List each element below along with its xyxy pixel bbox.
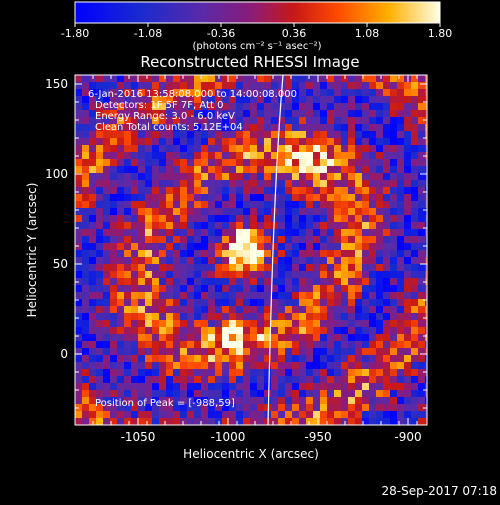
- annotation-energy-range: Energy Range: 3.0 - 6.0 keV: [95, 111, 235, 122]
- solar-limb-line: [267, 74, 284, 426]
- colorbar-tick-label: -0.36: [207, 27, 235, 40]
- colorbar-tick-label: -1.08: [134, 27, 162, 40]
- axis-ticks: [75, 75, 427, 425]
- x-tick-label: -1000: [211, 430, 246, 444]
- x-tick-label: -900: [394, 430, 421, 444]
- annotation-time-range: 6-Jan-2016 13:58:08.000 to 14:00:08.000: [88, 89, 297, 100]
- plot-frame: [74, 74, 428, 426]
- y-tick-label: 50: [53, 257, 68, 271]
- y-tick-label: 100: [45, 167, 68, 181]
- x-tick-label: -1050: [121, 430, 156, 444]
- x-axis-label: Heliocentric X (arcsec): [183, 447, 319, 461]
- y-tick-label: 0: [60, 347, 68, 361]
- colorbar-units-label: (photons cm⁻² s⁻¹ asec⁻²): [192, 41, 321, 52]
- annotation-detectors: Detectors: 1F 5F 7F, Att 0: [95, 100, 223, 111]
- colorbar-tick-label: 1.08: [355, 27, 380, 40]
- plot-timestamp: 28-Sep-2017 07:18: [382, 484, 497, 498]
- annotation-clean-counts: Clean Total counts: 5.12E+04: [95, 122, 243, 133]
- image-annotations: 6-Jan-2016 13:58:08.000 to 14:00:08.000 …: [88, 89, 297, 409]
- x-tick-label: -950: [304, 430, 331, 444]
- image-title: Reconstructed RHESSI Image: [140, 53, 359, 71]
- colorbar-tick-label: 1.80: [428, 27, 453, 40]
- y-axis-label: Heliocentric Y (arcsec): [25, 183, 39, 318]
- colorbar-gradient: [74, 1, 441, 24]
- y-tick-label: 150: [45, 77, 68, 91]
- peak-position-label: Position of Peak = [-988,59]: [95, 398, 235, 409]
- colorbar-ticks: [74, 23, 441, 27]
- colorbar: -1.80 -1.08 -0.36 0.36 1.08 1.80 (photon…: [61, 1, 453, 52]
- colorbar-tick-label: -1.80: [61, 27, 89, 40]
- colorbar-tick-label: 0.36: [282, 27, 307, 40]
- rhessi-image-map: [75, 75, 427, 425]
